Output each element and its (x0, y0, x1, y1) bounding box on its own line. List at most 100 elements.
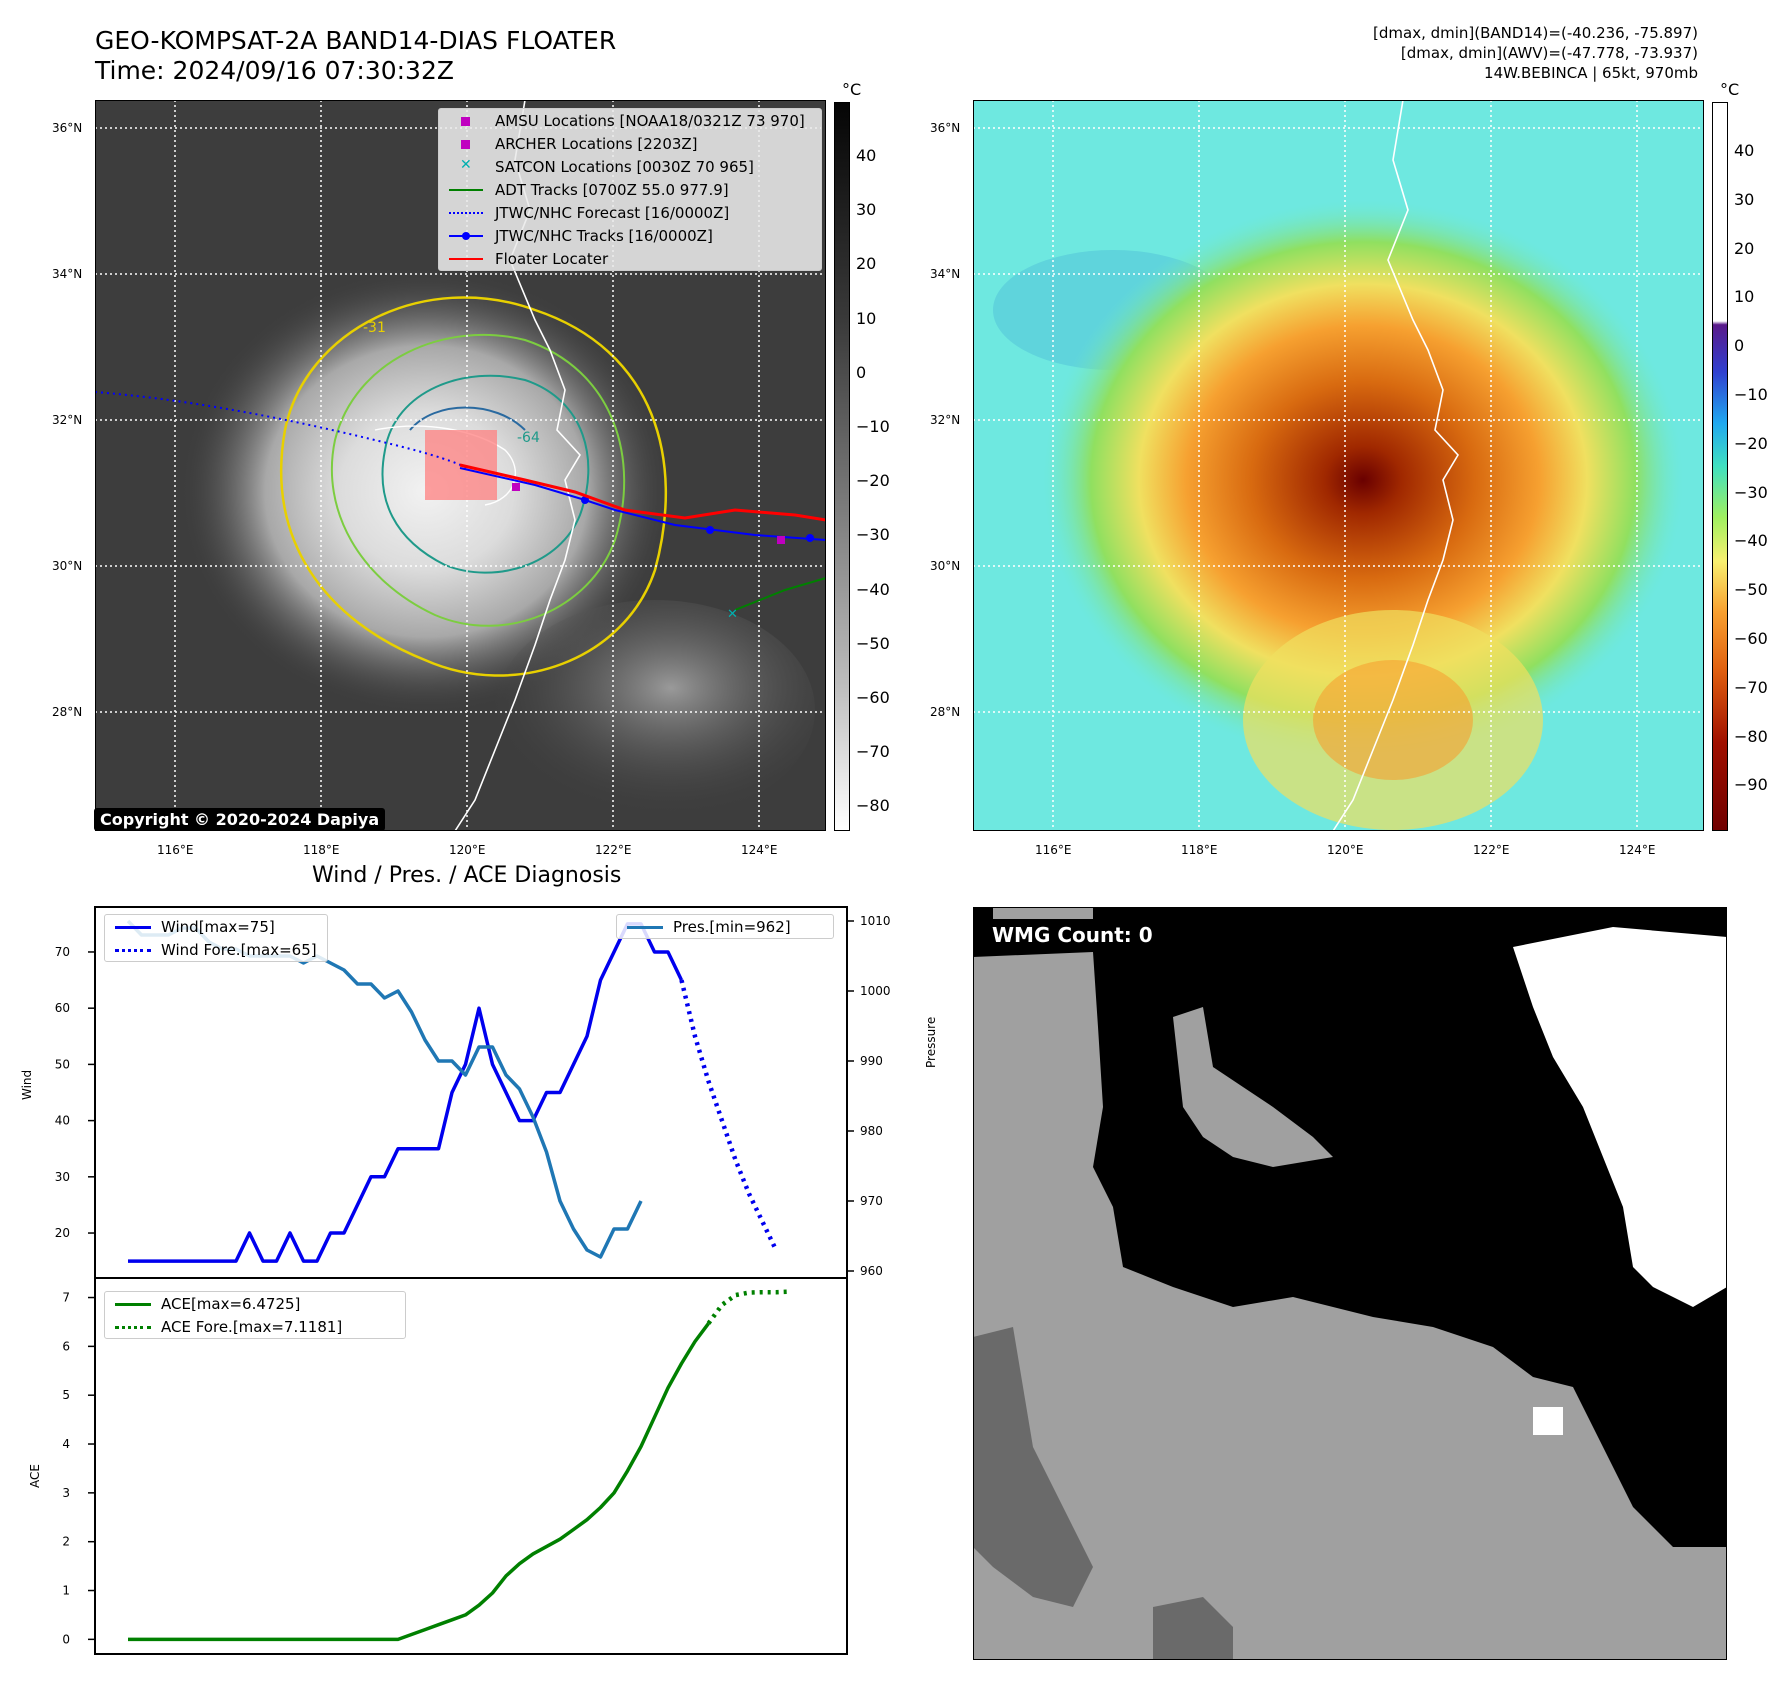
lat-label-28-ir: 28°N (52, 705, 83, 719)
satcon-location-marker: ✕ (727, 607, 738, 622)
ace-axis-tick-label: 0 (62, 1632, 70, 1646)
lat-label-36-awv: 36°N (930, 121, 961, 135)
legend-ace: ACE[max=6.4725] (105, 1292, 405, 1315)
copyright-badge: Copyright © 2020-2024 Dapiya (94, 808, 386, 831)
awv-tail-core (1313, 660, 1473, 780)
jtwc-forecast-line (95, 391, 468, 469)
diag-title: Wind / Pres. / ACE Diagnosis (312, 863, 622, 888)
awv-colorbar-tick: −30 (1734, 482, 1768, 502)
legend-item-archer: ARCHER Locations [2203Z] (439, 132, 821, 155)
ir-colorbar-tick: −50 (856, 633, 890, 653)
lon-label-122-ir: 122°E (595, 843, 632, 857)
ir-colorbar-tick: 40 (856, 146, 877, 165)
contour-label-64: -64 (517, 430, 540, 446)
wmg-gray-region (973, 952, 1727, 1660)
wmg-dark-gray-patch (1153, 1597, 1233, 1660)
ace-axis-tick-label: 1 (62, 1584, 70, 1598)
legend-wind: Wind[max=75] (105, 915, 327, 938)
wmg-white-patch (1533, 1407, 1563, 1435)
jtwc-track-point (806, 534, 814, 542)
wind-axis-tick-label: 40 (55, 1114, 70, 1128)
lat-label-36-ir: 36°N (52, 121, 83, 135)
awv-colorbar-tick: −50 (1734, 580, 1768, 600)
pressure-axis-tick-label: 1010 (860, 914, 891, 928)
map-legend: AMSU Locations [NOAA18/0321Z 73 970] ARC… (438, 108, 822, 271)
wind-forecast-line (679, 979, 779, 1251)
contour-green (330, 333, 626, 627)
legend-item-jtwc-tracks: JTWC/NHC Tracks [16/0000Z] (439, 224, 821, 247)
ir-colorbar-tick: 30 (856, 200, 877, 220)
awv-colorbar-tick: 10 (1734, 287, 1755, 307)
wind-layer: 20 30 40 50 60 70 (55, 922, 779, 1263)
ir-colorbar-unit: °C (842, 80, 862, 99)
awv-colorbar-tick: −60 (1734, 629, 1768, 648)
ir-colorbar-tick: −30 (856, 525, 890, 545)
wind-axis-tick-label: 70 (55, 945, 70, 959)
legend-item-satcon: ✕ SATCON Locations [0030Z 70 965] (460, 156, 754, 176)
pressure-axis-tick-label: 990 (860, 1054, 883, 1068)
ir-colorbar-tick: −60 (856, 688, 890, 707)
legend-pressure: Pres.[min=962] (617, 915, 833, 938)
lat-label-32-ir: 32°N (52, 413, 83, 427)
lon-label-124-ir: 124°E (741, 843, 778, 857)
info-band14: [dmax, dmin](BAND14)=(-40.236, -75.897) (1373, 24, 1698, 42)
ir-colorbar-tick: 0 (856, 362, 867, 382)
ir-colorbar-tick: −10 (856, 417, 890, 436)
wind-axis-tick-label: 60 (55, 1001, 70, 1015)
ace-legend: ACE[max=6.4725] ACE Fore.[max=7.1181] (104, 1291, 406, 1339)
awv-colorbar (1712, 102, 1728, 831)
lon-label-118-awv: 118°E (1181, 843, 1218, 857)
ir-colorbar-tick: −80 (856, 796, 890, 816)
legend-item-adt: ADT Tracks [0700Z 55.0 977.9] (439, 178, 821, 201)
lat-label-30-ir: 30°N (52, 559, 83, 573)
contour-label-31: -31 (363, 320, 386, 336)
wmg-count-label: WMG Count: 0 (992, 923, 1153, 947)
lon-label-124-awv: 124°E (1619, 843, 1656, 857)
ir-colorbar-tick: −70 (856, 742, 890, 762)
lat-label-32-awv: 32°N (930, 413, 961, 427)
awv-colorbar-tick: 0 (1734, 336, 1745, 356)
jtwc-track-point (706, 526, 714, 534)
awv-map-panel (973, 100, 1704, 831)
jtwc-track-point (581, 496, 589, 504)
pressure-ylabel: Pressure (924, 1016, 938, 1068)
awv-colorbar-tick: 20 (1734, 238, 1755, 258)
contour-teal (381, 374, 590, 574)
lon-label-116-ir: 116°E (157, 843, 194, 857)
figure-title: GEO-KOMPSAT-2A BAND14-DIAS FLOATER (95, 26, 617, 55)
pressure-series-line (126, 919, 643, 1259)
wind-legend: Wind[max=75] Wind Fore.[max=65] (104, 914, 328, 962)
river (374, 425, 516, 506)
ir-colorbar (834, 102, 850, 831)
wmg-gray-island (1173, 1007, 1333, 1167)
awv-colorbar-tick: −40 (1734, 531, 1768, 551)
amsu-location-marker (777, 536, 785, 544)
awv-colorbar-tick: −20 (1734, 433, 1768, 453)
wmg-panel (973, 907, 1727, 1660)
wmg-white-region (1513, 927, 1727, 1307)
lon-label-120-awv: 120°E (1327, 843, 1364, 857)
lon-label-116-awv: 116°E (1035, 843, 1072, 857)
legend-ace-forecast: ACE Fore.[max=7.1181] (105, 1315, 405, 1338)
ir-colorbar-tick: 20 (856, 254, 877, 274)
awv-storm-mass (1043, 200, 1683, 760)
awv-colorbar-tick: −10 (1734, 385, 1768, 404)
legend-item-jtwc-forecast: JTWC/NHC Forecast [16/0000Z] (439, 201, 821, 224)
pressure-axis-tick-label: 960 (860, 1264, 883, 1278)
lon-label-120-ir: 120°E (449, 843, 486, 857)
pressure-axis-tick-label: 1000 (860, 984, 891, 998)
lat-label-34-awv: 34°N (930, 267, 961, 281)
ace-plot-frame (94, 1277, 848, 1655)
lat-label-28-awv: 28°N (930, 705, 961, 719)
ace-axis-tick-label: 2 (62, 1535, 70, 1549)
ir-colorbar-tick: −40 (856, 579, 890, 599)
ace-axis-tick-label: 7 (62, 1291, 70, 1305)
wmg-dark-gray-region (973, 1327, 1093, 1607)
wind-axis-tick-label: 30 (55, 1170, 70, 1184)
archer-location-marker (512, 483, 520, 491)
ace-axis-tick-label: 5 (62, 1388, 70, 1402)
ace-layer: 0 1 2 3 4 5 6 7 (62, 1289, 790, 1646)
awv-gridlines (973, 100, 1704, 831)
awv-colorbar-tick: 40 (1734, 141, 1755, 160)
legend-item-floater: Floater Locater (439, 247, 821, 270)
